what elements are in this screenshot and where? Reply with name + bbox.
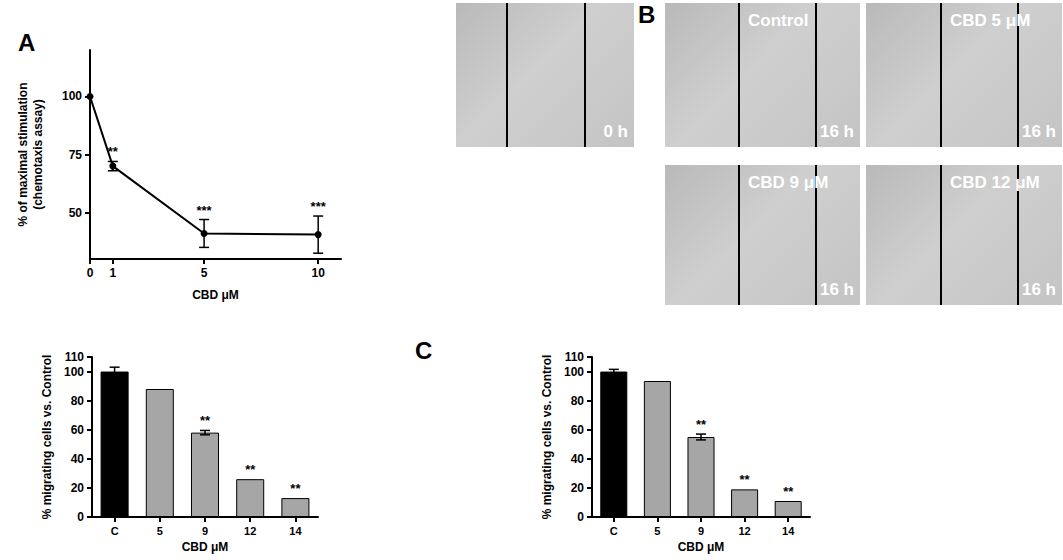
svg-text:C: C	[111, 525, 119, 537]
svg-text:% migrating cells vs. Control: % migrating cells vs. Control	[40, 355, 54, 520]
svg-text:12: 12	[244, 525, 256, 537]
html-text:16 h: 16 h	[820, 280, 854, 299]
html-text:0 h: 0 h	[603, 122, 628, 141]
svg-text:40: 40	[571, 452, 585, 466]
svg-text:80: 80	[571, 394, 585, 408]
svg-text:14: 14	[782, 525, 795, 537]
html-text:Control: Control	[748, 11, 809, 30]
svg-text:100: 100	[564, 365, 584, 379]
svg-text:0: 0	[87, 266, 94, 280]
svg-text:5: 5	[654, 525, 660, 537]
html-text:16 h: 16 h	[1022, 280, 1056, 299]
html-text:16 h: 16 h	[1022, 122, 1056, 141]
svg-text:0: 0	[577, 510, 584, 524]
svg-text:% migrating cells vs. Control: % migrating cells vs. Control	[540, 355, 554, 520]
svg-text:**: **	[108, 144, 119, 159]
svg-text:50: 50	[69, 206, 83, 220]
html-text:CBD 5 μM: CBD 5 μM	[950, 11, 1031, 30]
svg-text:***: ***	[196, 203, 212, 218]
svg-text:% of maximal stimulation: % of maximal stimulation	[16, 82, 30, 226]
svg-text:80: 80	[71, 394, 85, 408]
svg-text:C: C	[610, 525, 618, 537]
svg-text:20: 20	[71, 481, 85, 495]
svg-text:60: 60	[571, 423, 585, 437]
svg-text:CBD μM: CBD μM	[192, 288, 239, 302]
svg-text:CBD μM: CBD μM	[678, 540, 725, 554]
svg-text:**: **	[245, 462, 256, 477]
svg-text:12: 12	[738, 525, 750, 537]
svg-text:9: 9	[202, 525, 208, 537]
svg-text:C: C	[415, 337, 432, 364]
svg-text:**: **	[290, 481, 301, 496]
svg-text:**: **	[740, 472, 751, 487]
svg-text:(chemotaxis assay): (chemotaxis assay)	[31, 99, 45, 210]
svg-text:1: 1	[109, 266, 116, 280]
svg-text:CBD μM: CBD μM	[182, 540, 229, 554]
svg-text:0: 0	[77, 510, 84, 524]
svg-text:60: 60	[71, 423, 85, 437]
svg-text:**: **	[200, 413, 211, 428]
svg-text:**: **	[783, 484, 794, 499]
svg-text:40: 40	[71, 452, 85, 466]
html-text:16 h: 16 h	[820, 122, 854, 141]
svg-text:***: ***	[311, 199, 327, 214]
html-text:CBD 9 μM: CBD 9 μM	[748, 173, 829, 192]
svg-text:B: B	[638, 1, 655, 28]
svg-text:**: **	[696, 417, 707, 432]
svg-text:5: 5	[157, 525, 163, 537]
svg-text:9: 9	[698, 525, 704, 537]
svg-text:100: 100	[62, 89, 82, 103]
svg-text:14: 14	[289, 525, 302, 537]
svg-text:110: 110	[65, 350, 85, 364]
svg-text:100: 100	[64, 365, 84, 379]
html-text:CBD 12 μM: CBD 12 μM	[950, 173, 1040, 192]
svg-text:A: A	[18, 29, 35, 56]
svg-text:5: 5	[201, 266, 208, 280]
svg-text:10: 10	[312, 266, 326, 280]
svg-text:75: 75	[69, 148, 83, 162]
svg-text:20: 20	[571, 481, 585, 495]
svg-text:110: 110	[565, 350, 585, 364]
